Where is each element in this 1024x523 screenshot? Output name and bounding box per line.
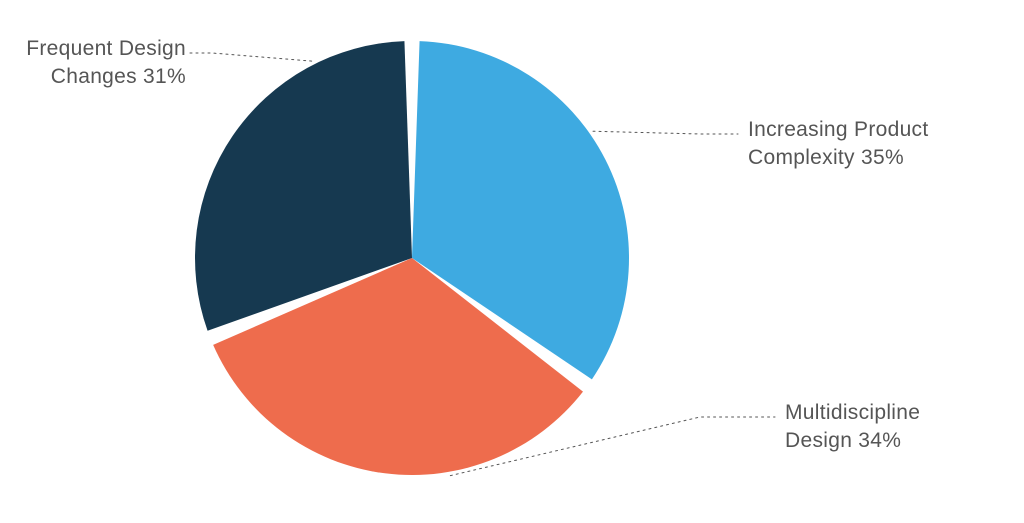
- label-frequent-design-changes: Frequent Design Changes 31%: [16, 35, 186, 92]
- label-line: Multidiscipline: [785, 399, 920, 427]
- label-line: Design 34%: [785, 427, 920, 455]
- label-line: Frequent Design: [16, 35, 186, 63]
- label-line: Changes 31%: [16, 63, 186, 91]
- leader-line-increasing-product-complexity: [593, 131, 738, 134]
- label-increasing-product-complexity: Increasing Product Complexity 35%: [748, 116, 929, 173]
- label-line: Increasing Product: [748, 116, 929, 144]
- leader-line-frequent-design-changes: [186, 53, 312, 61]
- pie-chart-stage: Increasing Product Complexity 35% Multid…: [0, 0, 1024, 523]
- label-multidiscipline-design: Multidiscipline Design 34%: [785, 399, 920, 456]
- label-line: Complexity 35%: [748, 144, 929, 172]
